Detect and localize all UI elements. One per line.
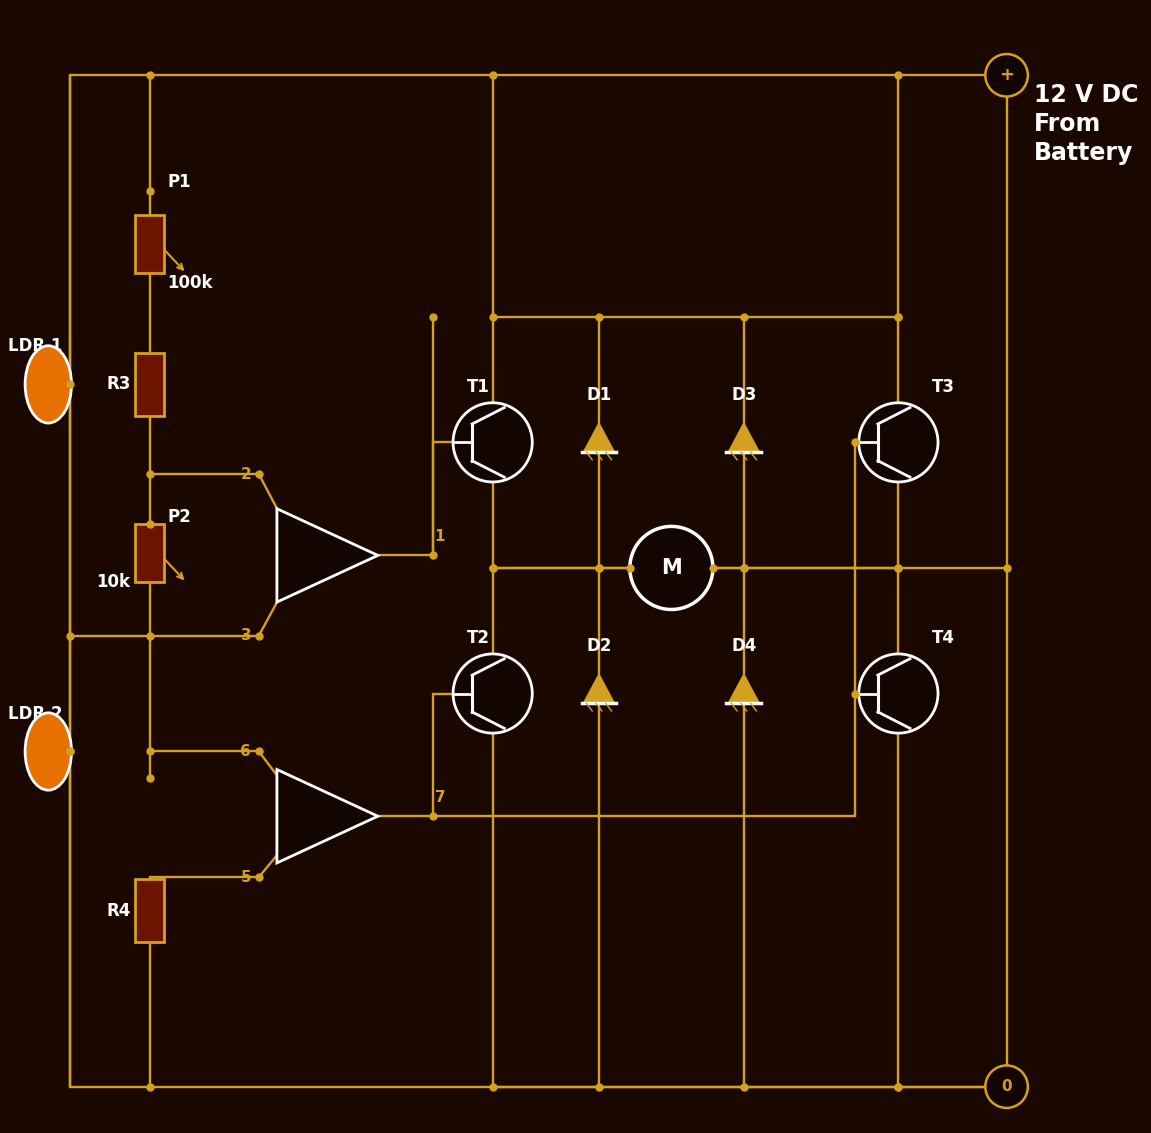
Ellipse shape <box>25 713 71 790</box>
Polygon shape <box>729 423 760 452</box>
Text: 2: 2 <box>241 467 251 482</box>
Bar <box>135 215 165 273</box>
Text: 3: 3 <box>241 628 251 644</box>
Text: LDR 1: LDR 1 <box>8 338 62 356</box>
Text: 1: 1 <box>435 529 445 544</box>
Text: LDR 2: LDR 2 <box>8 705 62 723</box>
Circle shape <box>985 54 1028 96</box>
Text: 0: 0 <box>1001 1080 1012 1094</box>
Circle shape <box>453 654 532 733</box>
Polygon shape <box>277 769 378 863</box>
Bar <box>135 353 165 416</box>
Text: 100k: 100k <box>167 274 213 292</box>
Text: R4: R4 <box>106 902 130 920</box>
Text: +: + <box>999 67 1014 84</box>
Text: T1: T1 <box>467 378 489 397</box>
Text: 5: 5 <box>241 869 251 885</box>
Circle shape <box>630 527 712 610</box>
Text: T4: T4 <box>932 629 955 647</box>
Polygon shape <box>277 509 378 602</box>
Circle shape <box>453 402 532 482</box>
Text: 6: 6 <box>241 744 251 759</box>
Circle shape <box>859 654 938 733</box>
Bar <box>135 525 165 582</box>
Text: D3: D3 <box>731 385 756 403</box>
Text: 10k: 10k <box>97 573 130 591</box>
Text: T3: T3 <box>932 378 955 397</box>
Bar <box>135 879 165 943</box>
Ellipse shape <box>25 346 71 423</box>
Text: 12 V DC
From
Battery: 12 V DC From Battery <box>1034 83 1138 164</box>
Circle shape <box>859 402 938 482</box>
Text: R3: R3 <box>106 375 130 393</box>
Text: T2: T2 <box>466 629 489 647</box>
Text: D1: D1 <box>586 385 611 403</box>
Circle shape <box>985 1065 1028 1108</box>
Text: 7: 7 <box>435 790 445 804</box>
Polygon shape <box>729 674 760 704</box>
Polygon shape <box>584 423 615 452</box>
Text: P2: P2 <box>167 509 191 527</box>
Polygon shape <box>584 674 615 704</box>
Text: M: M <box>661 557 681 578</box>
Text: P1: P1 <box>167 173 191 191</box>
Text: D4: D4 <box>731 637 756 655</box>
Text: D2: D2 <box>586 637 611 655</box>
